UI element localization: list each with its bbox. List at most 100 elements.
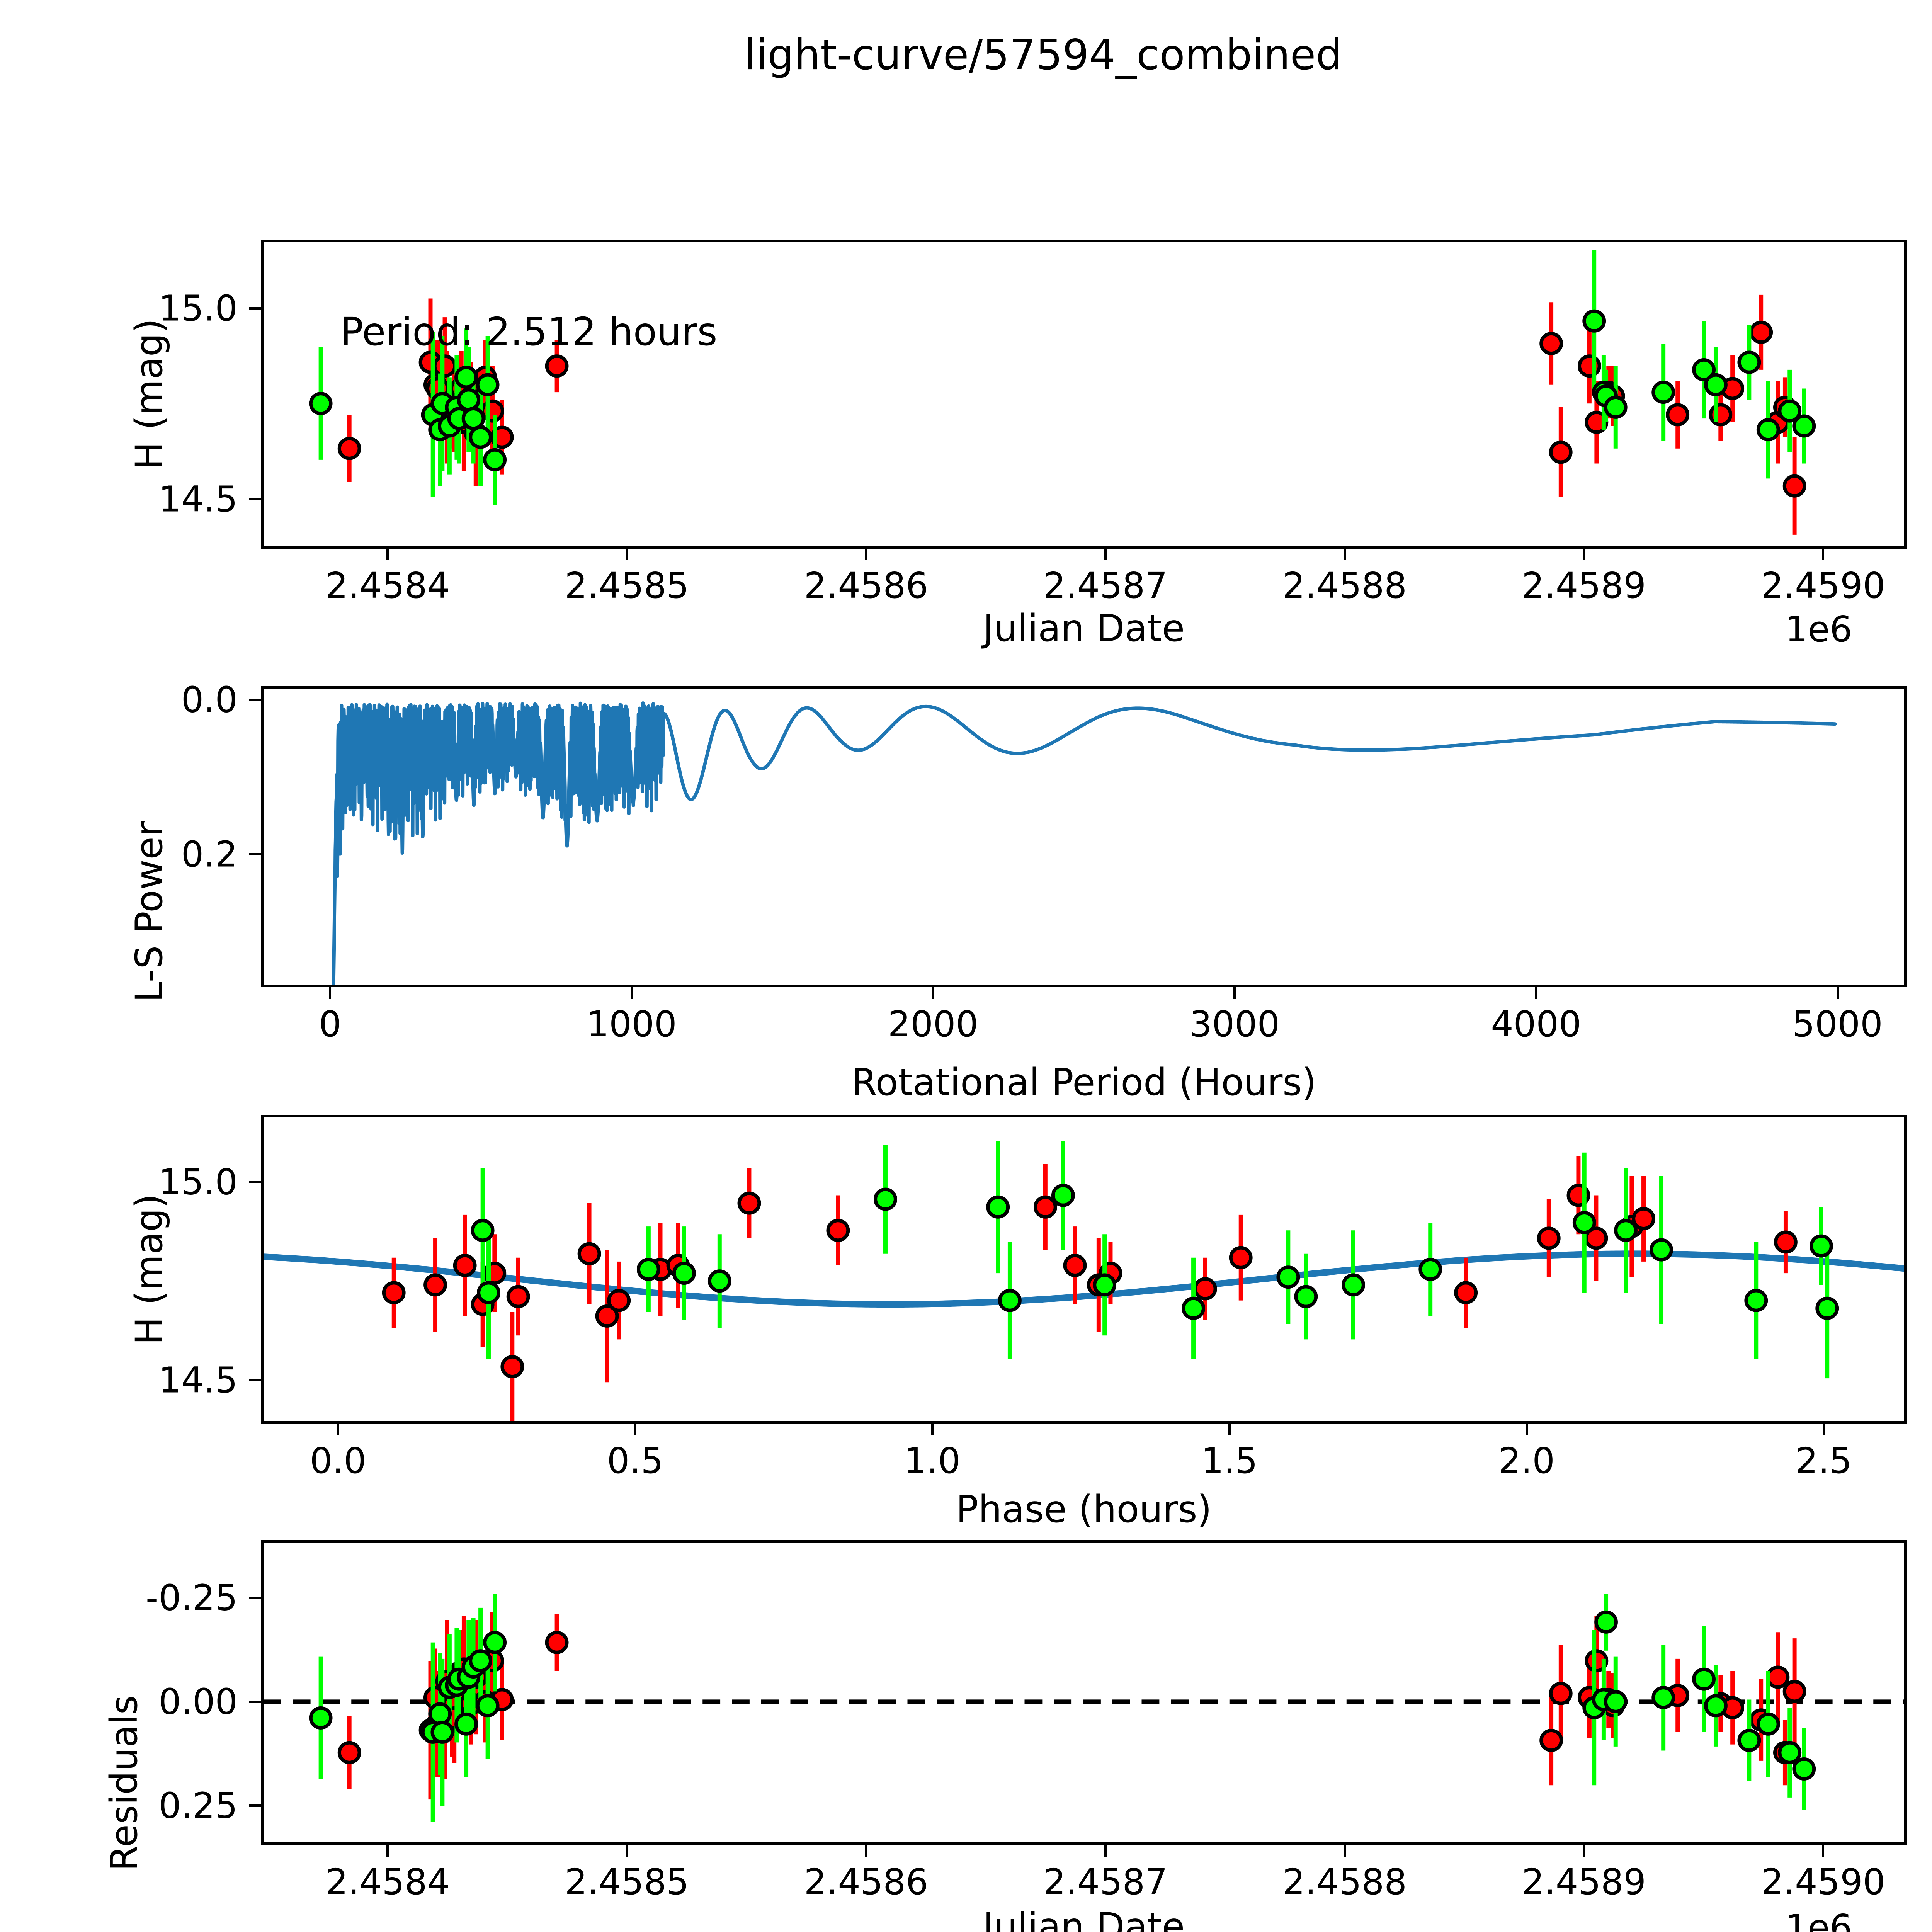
residuals-data-point	[476, 1694, 500, 1718]
lightcurve-x-tick-mark	[386, 549, 389, 560]
phasefold-data-point	[1650, 1238, 1673, 1262]
periodogram-x-axis-label: Rotational Period (Hours)	[851, 1061, 1316, 1104]
lightcurve-data-point	[483, 448, 507, 471]
lightcurve-y-tick-mark	[249, 498, 261, 500]
lightcurve-data-point	[1792, 414, 1816, 438]
lightcurve-x-tick-label: 2.4589	[1522, 565, 1646, 606]
lightcurve-x-tick-mark	[1104, 549, 1107, 560]
phasefold-data-point	[707, 1269, 731, 1293]
phasefold-data-point	[1815, 1296, 1839, 1320]
phasefold-data-point	[1093, 1273, 1117, 1297]
phasefold-y-tick-mark	[249, 1379, 261, 1382]
residuals-x-tick-label: 2.4589	[1522, 1861, 1646, 1903]
phasefold-data-point	[826, 1219, 850, 1242]
residuals-x-tick-label: 2.4587	[1043, 1861, 1168, 1903]
phasefold-data-point	[874, 1187, 897, 1211]
lightcurve-data-point	[337, 437, 361, 460]
panel-residuals	[261, 1540, 1907, 1845]
light-curve-plot-area	[309, 250, 1816, 535]
residuals-data-point	[1756, 1712, 1780, 1736]
phasefold-data-point	[998, 1289, 1022, 1312]
residuals-data-point	[1651, 1686, 1675, 1709]
periodogram-x-tick-mark	[1535, 987, 1537, 999]
lightcurve-x-tick-label: 2.4588	[1282, 565, 1407, 606]
phasefold-data-point	[1774, 1230, 1798, 1254]
phasefold-data-point	[423, 1273, 447, 1297]
lightcurve-data-point	[461, 407, 485, 430]
lightcurve-y-tick-label: 15.0	[158, 287, 238, 329]
lightcurve-data-point	[1749, 320, 1773, 344]
periodogram-x-tick-label: 4000	[1491, 1003, 1582, 1045]
phasefold-data-point	[577, 1242, 601, 1265]
phasefold-data-point	[1744, 1289, 1768, 1312]
phasefold-x-tick-mark	[1228, 1424, 1231, 1435]
lightcurve-series-green	[309, 250, 1816, 505]
panel-periodogram	[261, 686, 1907, 987]
phasefold-data-point	[1051, 1184, 1075, 1207]
residuals-x-tick-label: 2.4588	[1282, 1861, 1407, 1903]
phasefold-data-point	[1810, 1234, 1833, 1258]
residuals-data-point	[337, 1741, 361, 1764]
residuals-y-tick-label: -0.25	[145, 1577, 238, 1619]
phasefold-y-tick-label: 15.0	[158, 1161, 238, 1203]
lightcurve-x-tick-mark	[1822, 549, 1825, 560]
phasefold-data-point	[1193, 1277, 1217, 1301]
phasefold-data-point	[382, 1281, 406, 1304]
residuals-data-point	[428, 1702, 452, 1726]
phasefold-data-point	[1614, 1219, 1638, 1242]
lightcurve-data-point	[1604, 395, 1628, 419]
periodogram-x-tick-mark	[630, 987, 633, 999]
periodogram-x-tick-label: 0	[319, 1003, 342, 1045]
residuals-data-point	[1782, 1680, 1806, 1703]
phasefold-data-point	[672, 1262, 696, 1285]
phasefold-x-tick-mark	[931, 1424, 934, 1435]
periodogram-plot-area	[331, 701, 1837, 985]
lightcurve-x-tick-label: 2.4586	[804, 565, 929, 606]
residuals-x-tick-label: 2.4584	[325, 1861, 450, 1903]
lightcurve-data-point	[1666, 403, 1690, 427]
light-curve-x-offset-label: 1e6	[1785, 609, 1852, 650]
residuals-data-point	[545, 1631, 569, 1654]
phasefold-x-tick-label: 2.0	[1498, 1440, 1555, 1481]
lightcurve-x-tick-mark	[865, 549, 867, 560]
periodogram-y-tick-mark	[249, 853, 261, 855]
lightcurve-data-point	[433, 354, 457, 378]
periodogram-power-curve	[331, 701, 1837, 985]
phasefold-x-tick-label: 0.5	[607, 1440, 664, 1481]
phasefold-x-tick-label: 2.5	[1795, 1440, 1852, 1481]
residuals-y-tick-label: 0.25	[158, 1785, 238, 1827]
lightcurve-data-point	[309, 392, 333, 415]
phasefold-x-tick-mark	[1822, 1424, 1825, 1435]
periodogram-y-tick-label: 0.2	[181, 833, 238, 875]
lightcurve-data-point	[476, 373, 500, 396]
figure-title: light-curve/57594_combined	[744, 31, 1342, 79]
periodogram-x-tick-label: 3000	[1189, 1003, 1280, 1045]
lightcurve-data-point	[1704, 373, 1728, 396]
residuals-x-tick-mark	[1822, 1845, 1825, 1857]
periodogram-x-tick-mark	[932, 987, 934, 999]
phasefold-x-tick-mark	[1525, 1424, 1528, 1435]
light-curve-x-axis-label: Julian Date	[983, 607, 1185, 650]
phasefold-data-point	[477, 1281, 500, 1304]
residuals-data-point	[1737, 1729, 1761, 1752]
lightcurve-x-tick-mark	[626, 549, 628, 560]
residuals-data-point	[1594, 1610, 1618, 1634]
phasefold-data-point	[1418, 1258, 1442, 1281]
phase-folded-plot-area	[264, 1141, 1904, 1421]
phasefold-series-green	[471, 1141, 1839, 1379]
residuals-x-tick-label: 2.4585	[565, 1861, 689, 1903]
lightcurve-data-point	[545, 354, 569, 378]
residuals-x-tick-mark	[1104, 1845, 1107, 1857]
lightcurve-x-tick-label: 2.4590	[1761, 565, 1886, 606]
residuals-data-point	[1692, 1667, 1716, 1691]
residuals-x-tick-mark	[626, 1845, 628, 1857]
lightcurve-data-point	[1778, 399, 1802, 423]
phasefold-data-point	[1537, 1226, 1561, 1250]
residuals-data-point	[454, 1712, 478, 1736]
residuals-data-point	[1792, 1757, 1816, 1781]
lightcurve-x-tick-label: 2.4585	[565, 565, 689, 606]
residuals-y-tick-label: 0.00	[158, 1681, 238, 1723]
lightcurve-x-tick-label: 2.4587	[1043, 565, 1168, 606]
lightcurve-data-point	[1756, 418, 1780, 442]
